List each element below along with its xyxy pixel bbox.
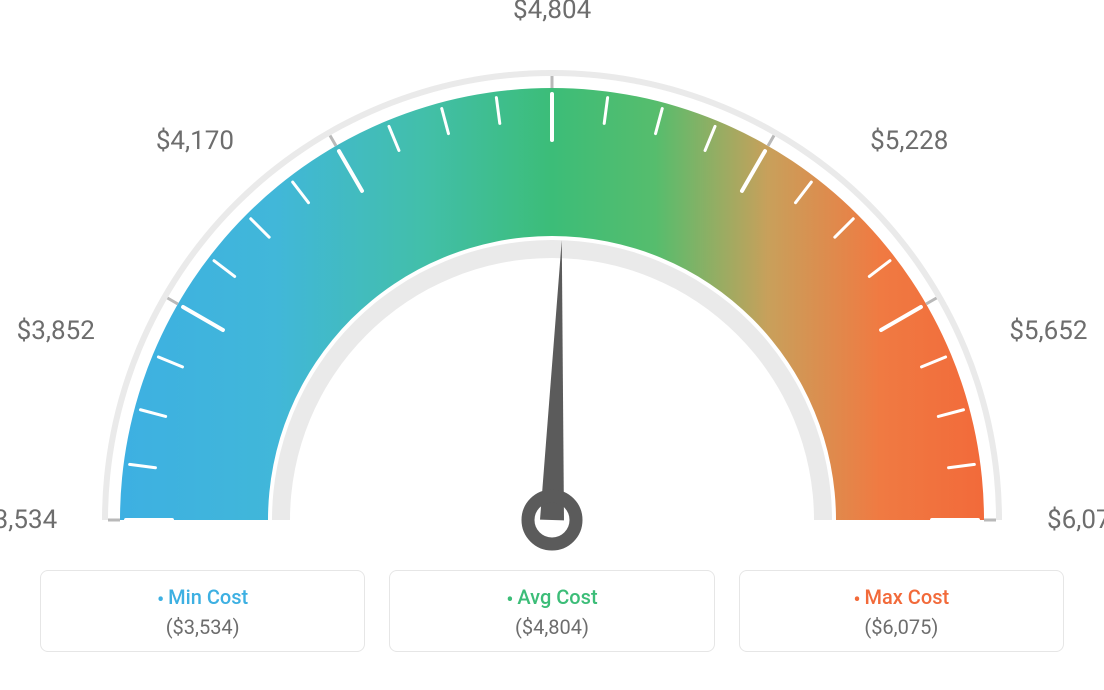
legend-card-min: •Min Cost ($3,534) <box>40 570 365 652</box>
gauge-tick-label: $6,075 <box>1047 505 1104 535</box>
legend-card-avg: •Avg Cost ($4,804) <box>389 570 714 652</box>
legend-card-max: •Max Cost ($6,075) <box>739 570 1064 652</box>
legend-avg-label: Avg Cost <box>517 585 597 609</box>
legend-title-max: •Max Cost <box>750 585 1053 611</box>
legend-row: •Min Cost ($3,534) •Avg Cost ($4,804) •M… <box>0 570 1104 672</box>
legend-max-value: ($6,075) <box>750 615 1053 639</box>
legend-avg-value: ($4,804) <box>400 615 703 639</box>
legend-dot-min: • <box>157 587 164 611</box>
legend-min-value: ($3,534) <box>51 615 354 639</box>
legend-dot-max: • <box>853 587 860 611</box>
legend-dot-avg: • <box>506 587 513 611</box>
gauge-tick-label: $5,652 <box>1009 316 1087 346</box>
legend-title-min: •Min Cost <box>51 585 354 611</box>
gauge-tick-label: $3,534 <box>0 505 57 535</box>
gauge-tick-label: $3,852 <box>17 316 95 346</box>
legend-min-label: Min Cost <box>168 585 248 609</box>
gauge-tick-label: $4,804 <box>513 0 591 25</box>
legend-title-avg: •Avg Cost <box>400 585 703 611</box>
gauge-tick-label: $5,228 <box>870 126 948 156</box>
legend-max-label: Max Cost <box>864 585 949 609</box>
gauge-tick-label: $4,170 <box>156 126 234 156</box>
gauge-chart: $3,534 $3,852 $4,170 $4,804 $5,228 $5,652 $6,0… <box>0 0 1104 570</box>
gauge-svg <box>0 0 1104 570</box>
